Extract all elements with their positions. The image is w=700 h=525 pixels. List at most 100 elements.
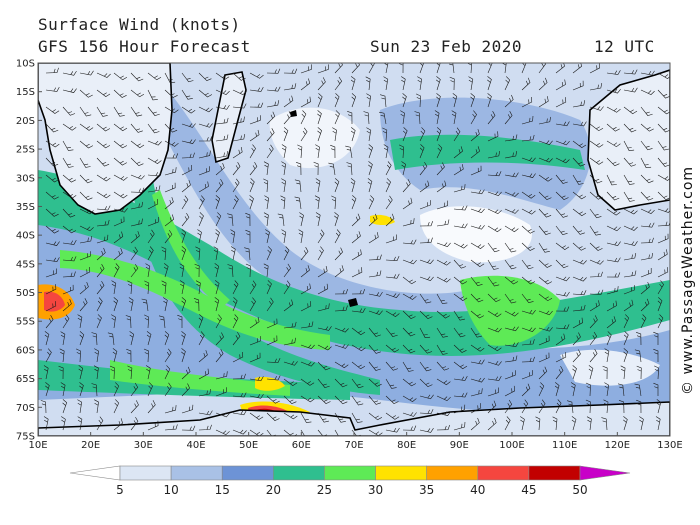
wind-barb bbox=[657, 233, 669, 244]
wind-barb bbox=[470, 110, 477, 125]
wind-barb bbox=[214, 297, 220, 312]
wind-barb bbox=[470, 293, 484, 303]
wind-barb bbox=[504, 310, 519, 317]
wind-barb bbox=[145, 365, 151, 380]
wind-barb bbox=[164, 167, 177, 176]
lat-label-20S: 20S bbox=[16, 116, 35, 127]
wind-barb bbox=[601, 417, 608, 431]
wind-barb bbox=[164, 89, 178, 98]
wind-barb bbox=[572, 317, 583, 329]
wind-barb bbox=[300, 64, 312, 74]
wind-barb bbox=[552, 416, 558, 431]
wind-barb bbox=[555, 157, 570, 164]
wind-barb bbox=[555, 97, 567, 108]
wind-barb bbox=[79, 89, 93, 98]
wind-barb bbox=[215, 151, 228, 159]
colorbar-tick-15: 15 bbox=[215, 483, 230, 497]
colorbar-segment bbox=[324, 465, 376, 481]
wind-barb bbox=[96, 297, 103, 312]
wind-barb bbox=[300, 378, 315, 386]
wind-barb bbox=[113, 123, 128, 132]
wind-barb bbox=[96, 191, 111, 199]
wind-barb bbox=[111, 280, 117, 295]
wind-barb bbox=[45, 157, 59, 167]
wind-barb bbox=[232, 331, 241, 346]
wind-barb bbox=[470, 327, 482, 338]
colorbar-segment bbox=[221, 465, 274, 481]
wind-barb bbox=[636, 399, 642, 414]
wind-barb bbox=[317, 378, 330, 388]
wind-barb bbox=[96, 89, 111, 97]
wind-barb bbox=[245, 212, 251, 227]
wind-barb bbox=[436, 242, 451, 248]
wind-barb bbox=[436, 76, 441, 91]
wind-barb bbox=[300, 412, 312, 423]
wind-barb bbox=[419, 259, 434, 264]
wind-barb bbox=[198, 181, 209, 193]
wind-barb bbox=[504, 370, 516, 380]
map-title: Surface Wind (knots) bbox=[38, 15, 241, 34]
wind-barb bbox=[249, 393, 264, 399]
wind-barb bbox=[62, 225, 77, 234]
wind-barb bbox=[538, 259, 552, 268]
wind-barb bbox=[198, 331, 205, 346]
wind-barb bbox=[125, 315, 132, 329]
wind-barb bbox=[365, 76, 371, 91]
wind-barb bbox=[45, 301, 57, 312]
wind-barb bbox=[96, 157, 110, 167]
lat-label-10S: 10S bbox=[16, 59, 35, 70]
wind-barb bbox=[181, 195, 189, 210]
wind-barb bbox=[161, 280, 167, 295]
wind-barb bbox=[567, 400, 574, 414]
wind-barb bbox=[436, 162, 445, 176]
wind-barb bbox=[79, 174, 93, 184]
wind-barb bbox=[62, 208, 76, 218]
wind-barb bbox=[300, 344, 315, 350]
wind-barb bbox=[487, 150, 500, 159]
wind-barb bbox=[436, 276, 451, 283]
wind-barb bbox=[470, 208, 485, 214]
wind-barb bbox=[75, 348, 81, 363]
wind-barb bbox=[215, 134, 229, 142]
wind-barb bbox=[521, 399, 529, 414]
wind-barb bbox=[198, 89, 213, 98]
wind-barb bbox=[130, 140, 145, 149]
wind-barb bbox=[623, 299, 634, 312]
wind-barb bbox=[317, 395, 331, 404]
wind-barb bbox=[147, 185, 161, 193]
wind-barb bbox=[264, 195, 270, 210]
wind-barb bbox=[45, 268, 57, 278]
wind-barb bbox=[195, 246, 201, 261]
wind-barb bbox=[589, 315, 598, 329]
wind-barb bbox=[266, 395, 280, 404]
wind-barb bbox=[130, 72, 144, 82]
wind-barb bbox=[572, 304, 586, 312]
wind-barb bbox=[521, 327, 536, 332]
wind-barb bbox=[555, 191, 569, 200]
wind-barb bbox=[521, 225, 535, 234]
wind-barb bbox=[45, 241, 60, 246]
wind-barb bbox=[181, 229, 186, 244]
wind-barb bbox=[130, 106, 143, 117]
wind-field bbox=[38, 63, 670, 436]
wind-barb bbox=[504, 208, 519, 214]
wind-barb bbox=[585, 399, 591, 414]
wind-barb bbox=[589, 259, 604, 265]
wind-barb bbox=[45, 174, 59, 183]
wind-barb bbox=[487, 259, 499, 270]
colorbar-segment bbox=[528, 465, 581, 481]
wind-barb bbox=[317, 412, 329, 423]
wind-barb bbox=[487, 387, 499, 397]
wind-barb bbox=[385, 361, 399, 371]
wind-barb bbox=[623, 314, 630, 329]
colorbar-segment bbox=[273, 465, 325, 481]
colorbar-max-arrow bbox=[579, 465, 631, 481]
wind-barb bbox=[623, 123, 637, 133]
wind-barb bbox=[351, 307, 366, 313]
wind-barb bbox=[198, 166, 210, 176]
wind-barb bbox=[640, 191, 654, 201]
wind-barb bbox=[623, 253, 637, 261]
wind-barb bbox=[181, 139, 196, 144]
wind-barb bbox=[555, 324, 570, 330]
wind-barb bbox=[245, 263, 251, 278]
